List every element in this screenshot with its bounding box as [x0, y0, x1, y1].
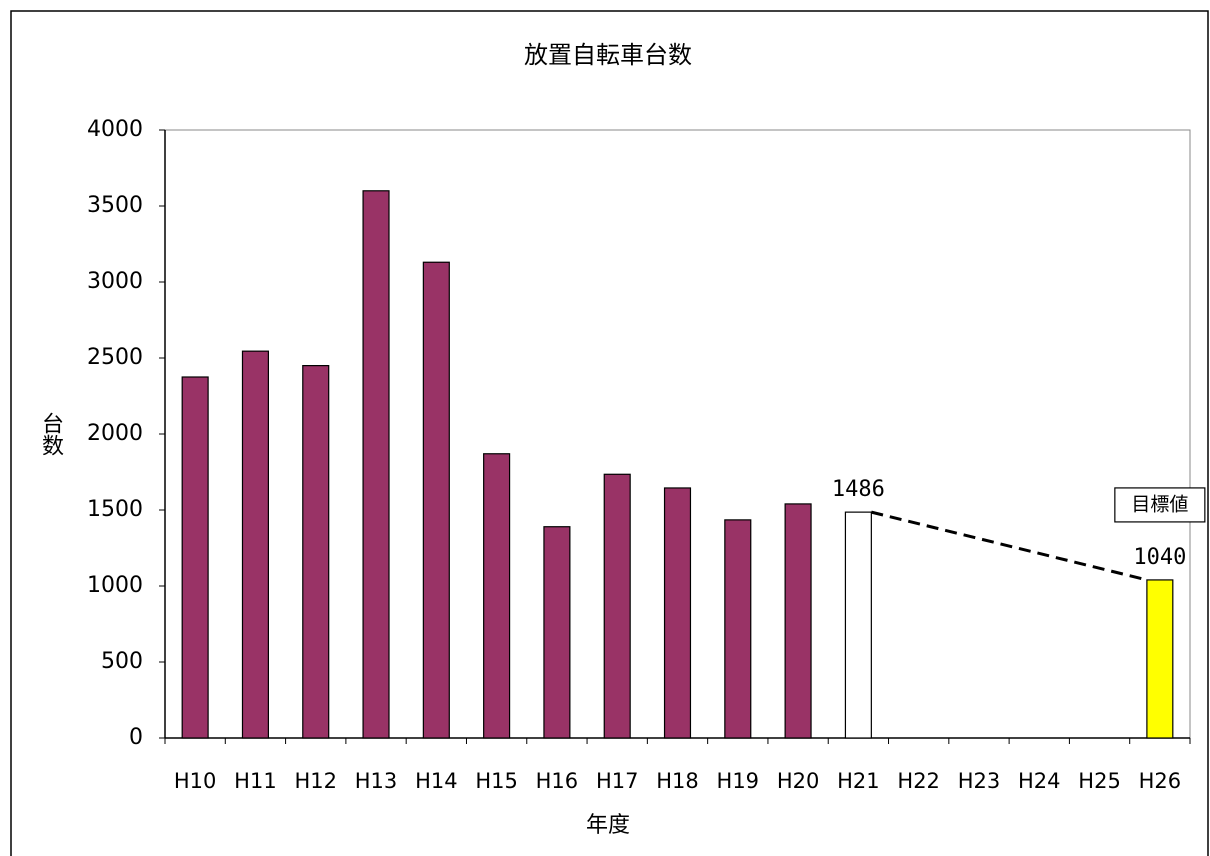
y-tick-label: 3500: [87, 193, 143, 218]
x-tick-label: H19: [717, 769, 760, 793]
x-tick-label: H10: [174, 769, 217, 793]
x-axis-label: 年度: [586, 813, 630, 838]
x-tick-label: H16: [536, 769, 579, 793]
value-label: 1486: [832, 477, 885, 502]
x-tick-label: H11: [234, 769, 277, 793]
bar: [844, 511, 872, 739]
x-tick-label: H20: [777, 769, 820, 793]
trend-line: [870, 510, 1148, 582]
y-tick-label: 1000: [87, 573, 143, 598]
bar: [483, 453, 511, 739]
bar: [724, 519, 752, 739]
x-tick-label: H21: [837, 769, 880, 793]
y-tick-label: 3000: [87, 269, 143, 294]
annotation-box: [1114, 487, 1206, 523]
x-tick-label: H12: [294, 769, 337, 793]
value-label: 1040: [1133, 545, 1186, 570]
chart-title: 放置自転車台数: [524, 41, 692, 69]
x-tick-label: H24: [1018, 769, 1061, 793]
x-tick-label: H23: [958, 769, 1001, 793]
y-tick-label: 0: [129, 725, 143, 750]
y-tick-label: 2000: [87, 421, 143, 446]
x-tick-label: H15: [475, 769, 518, 793]
y-tick-label: 4000: [87, 117, 143, 142]
x-tick-label: H17: [596, 769, 639, 793]
x-tick-label: H13: [355, 769, 398, 793]
bar: [241, 350, 270, 739]
bar: [603, 473, 631, 739]
bar: [1146, 579, 1174, 739]
y-tick-label: 1500: [87, 497, 143, 522]
x-tick-label: H26: [1139, 769, 1182, 793]
bar: [543, 526, 571, 739]
y-tick-label: 500: [101, 649, 143, 674]
bar: [302, 365, 330, 739]
x-tick-label: H14: [415, 769, 458, 793]
bar: [784, 503, 812, 739]
bar: [362, 190, 390, 739]
x-tick-label: H18: [656, 769, 699, 793]
x-tick-label: H22: [897, 769, 940, 793]
bar: [181, 376, 209, 739]
y-axis-label: 台数: [38, 412, 64, 456]
bar: [663, 487, 692, 739]
y-tick-label: 2500: [87, 345, 143, 370]
annotation: 目標値: [1131, 493, 1188, 515]
bar: [422, 261, 450, 739]
x-tick-label: H25: [1078, 769, 1121, 793]
